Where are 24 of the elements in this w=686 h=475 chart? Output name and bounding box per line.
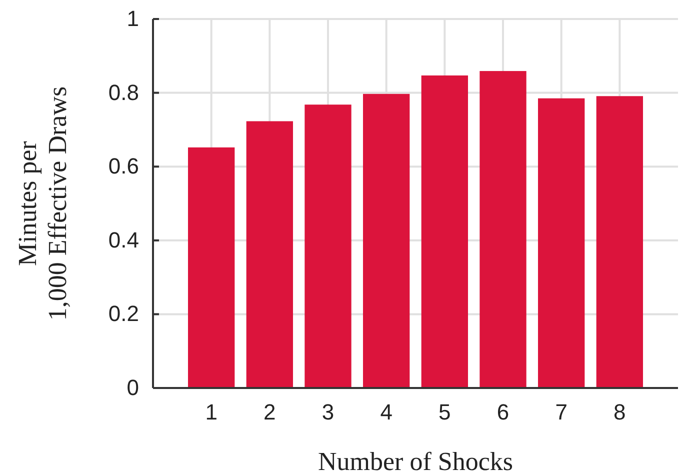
x-tick-label: 6: [496, 400, 510, 425]
y-tick-label: 0.2: [108, 301, 139, 326]
x-axis-title: Number of Shocks: [318, 447, 513, 475]
bar: [304, 104, 352, 388]
bar: [188, 147, 235, 388]
bar: [246, 121, 293, 388]
y-tick-label: 0.6: [108, 154, 139, 179]
x-tick-label: 4: [380, 400, 392, 425]
bar: [421, 75, 468, 388]
y-axis-title: Minutes per 1,000 Effective Draws: [13, 86, 72, 321]
x-tick-label: 3: [322, 400, 334, 425]
bar: [596, 96, 643, 388]
x-tick-label: 2: [264, 400, 276, 425]
bar: [538, 98, 585, 388]
bar: [363, 94, 410, 388]
x-tick-label: 8: [614, 400, 626, 425]
x-tick-label: 5: [438, 400, 451, 425]
x-tick-label: 7: [555, 400, 568, 425]
y-tick-label: 1: [126, 6, 139, 32]
x-tick-label: 1: [205, 400, 218, 425]
y-tick-label: 0: [126, 375, 139, 400]
bar: [480, 71, 526, 388]
y-tick-label: 0.8: [108, 80, 139, 105]
y-tick-label: 0.4: [108, 227, 139, 252]
